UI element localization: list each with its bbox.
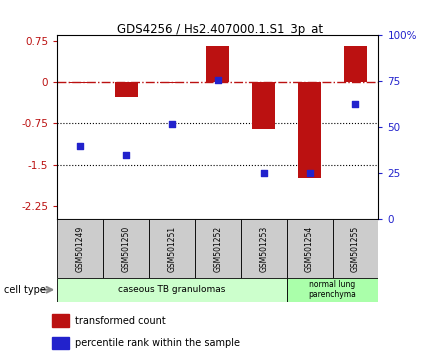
Text: GSM501251: GSM501251 bbox=[167, 225, 176, 272]
Text: transformed count: transformed count bbox=[75, 316, 166, 326]
Text: cell type: cell type bbox=[4, 285, 46, 295]
Text: GSM501255: GSM501255 bbox=[351, 225, 360, 272]
Point bbox=[260, 171, 267, 176]
Bar bbox=[298, 82, 321, 178]
Bar bbox=[52, 337, 69, 349]
Bar bbox=[52, 314, 69, 327]
FancyBboxPatch shape bbox=[57, 278, 286, 302]
Text: GSM501252: GSM501252 bbox=[213, 225, 222, 272]
FancyBboxPatch shape bbox=[57, 219, 103, 278]
Point bbox=[214, 77, 221, 82]
Point bbox=[352, 101, 359, 106]
FancyBboxPatch shape bbox=[286, 219, 333, 278]
Text: GSM501253: GSM501253 bbox=[259, 225, 268, 272]
FancyBboxPatch shape bbox=[195, 219, 241, 278]
Bar bbox=[252, 82, 275, 129]
Point bbox=[306, 171, 313, 176]
FancyBboxPatch shape bbox=[103, 219, 149, 278]
Bar bbox=[344, 46, 367, 82]
Text: GDS4256 / Hs2.407000.1.S1_3p_at: GDS4256 / Hs2.407000.1.S1_3p_at bbox=[117, 23, 323, 36]
Point bbox=[169, 121, 176, 127]
FancyBboxPatch shape bbox=[333, 219, 378, 278]
Bar bbox=[161, 82, 183, 83]
Bar bbox=[114, 82, 138, 97]
Text: GSM501254: GSM501254 bbox=[305, 225, 314, 272]
FancyBboxPatch shape bbox=[286, 278, 378, 302]
Point bbox=[77, 143, 84, 149]
Text: GSM501249: GSM501249 bbox=[76, 225, 84, 272]
FancyBboxPatch shape bbox=[241, 219, 286, 278]
FancyBboxPatch shape bbox=[149, 219, 195, 278]
Bar bbox=[206, 46, 229, 82]
Text: normal lung
parenchyma: normal lung parenchyma bbox=[308, 280, 356, 299]
Bar bbox=[69, 82, 92, 83]
Point bbox=[122, 152, 129, 158]
Text: GSM501250: GSM501250 bbox=[121, 225, 131, 272]
Text: percentile rank within the sample: percentile rank within the sample bbox=[75, 338, 240, 348]
Text: caseous TB granulomas: caseous TB granulomas bbox=[118, 285, 226, 294]
